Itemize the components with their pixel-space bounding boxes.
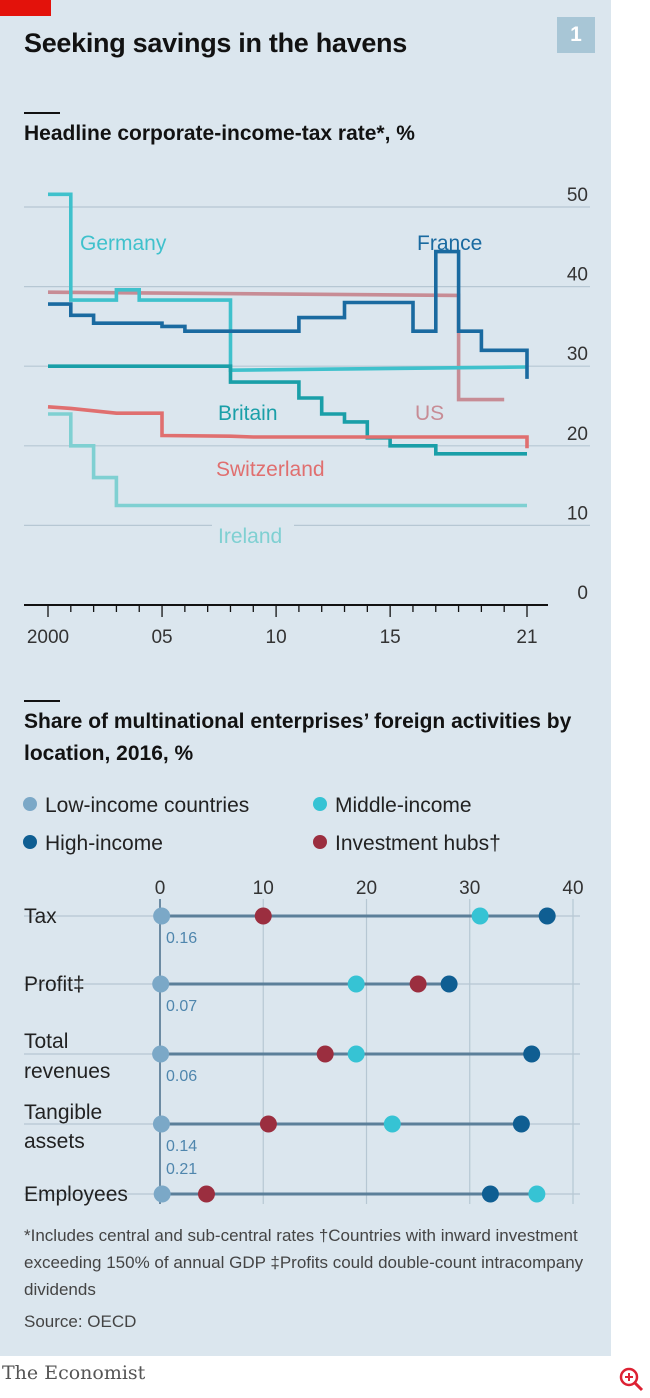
y-tick-label: 0 [577, 583, 588, 604]
activities-dot-chart: Low-income countries Middle-income High-in… [23, 794, 584, 1206]
value-label: 0.16 [166, 930, 197, 947]
series-label-us: US [415, 402, 444, 425]
y-tick-label: 10 [567, 503, 588, 524]
brand-red-tag [0, 0, 51, 16]
x-tick-label: 15 [380, 627, 401, 648]
data-point [481, 1185, 499, 1203]
series-line-germany [48, 192, 528, 373]
data-point [197, 1185, 215, 1203]
dot-chart-title: Share of multinational enterprises’ fore… [24, 710, 572, 765]
data-point [153, 1185, 171, 1203]
x-tick-label: 10 [266, 627, 287, 648]
data-point [259, 1115, 277, 1133]
series-line-ireland [48, 412, 527, 508]
series-line-us [47, 290, 505, 402]
data-point [152, 1115, 170, 1133]
legend-label: Middle-income [335, 794, 472, 817]
tax-rate-line-chart: 0 10 20 30 40 50 2000 05 10 15 21 Germany France Brit… [24, 185, 590, 648]
x-tick-label: 10 [253, 878, 274, 899]
series-line-switzerland [47, 405, 529, 449]
data-point [254, 907, 272, 925]
y-tick-label: 20 [567, 424, 588, 445]
value-label: 0.07 [166, 998, 197, 1015]
value-label: 0.21 [166, 1161, 197, 1178]
legend-label: High-income [45, 832, 163, 855]
chart-number-badge: 1 [557, 17, 595, 53]
category-label: Profit‡ [24, 973, 85, 996]
value-label: 0.14 [166, 1138, 197, 1155]
legend-marker [313, 835, 327, 849]
x-tick-label: 0 [155, 878, 166, 899]
y-tick-label: 30 [567, 344, 588, 365]
data-point [538, 907, 556, 925]
brand-logo: The Economist [2, 1362, 146, 1384]
y-tick-label: 50 [567, 185, 588, 206]
series-line-britain [48, 364, 527, 456]
x-tick-label: 20 [356, 878, 377, 899]
legend-marker [313, 797, 327, 811]
legend-marker [23, 835, 37, 849]
series-label-germany: Germany [80, 232, 167, 255]
category-label: Tax [24, 905, 57, 928]
x-tick-label: 40 [562, 878, 583, 899]
series-line-france [48, 249, 529, 379]
data-point [152, 975, 170, 993]
data-point [153, 907, 171, 925]
series-label-switzerland: Switzerland [216, 458, 325, 481]
source-note: Source: OECD [24, 1312, 137, 1331]
subtitle-rule [24, 112, 60, 114]
data-point [152, 1045, 170, 1063]
category-label: Employees [24, 1183, 128, 1206]
legend-label: Low-income countries [45, 794, 249, 817]
legend-label: Investment hubs† [335, 832, 501, 855]
x-tick-label: 2000 [27, 627, 69, 648]
category-label: Total revenues [24, 1030, 110, 1083]
data-point [383, 1115, 401, 1133]
x-tick-label: 21 [516, 627, 537, 648]
data-point [440, 975, 458, 993]
data-point [512, 1115, 530, 1133]
subtitle-rule [24, 700, 60, 702]
x-tick-label: 05 [151, 627, 172, 648]
data-point [523, 1045, 541, 1063]
x-tick-label: 30 [459, 878, 480, 899]
series-label-france: France [417, 232, 482, 255]
label-background [212, 521, 294, 549]
data-point [316, 1045, 334, 1063]
zoom-in-icon[interactable] [618, 1366, 644, 1392]
line-chart-title: Headline corporate-income-tax rate*, % [24, 122, 415, 145]
value-label: 0.06 [166, 1068, 197, 1085]
footnotes: *Includes central and sub-central rates … [24, 1226, 584, 1299]
legend-marker [23, 797, 37, 811]
page-title: Seeking savings in the havens [24, 28, 407, 58]
data-point [471, 907, 489, 925]
category-label: Tangible assets [24, 1101, 102, 1153]
series-label-ireland: Ireland [218, 525, 282, 548]
data-point [528, 1185, 546, 1203]
data-point [347, 1045, 365, 1063]
y-tick-label: 40 [567, 265, 588, 286]
data-point [409, 975, 427, 993]
series-label-britain: Britain [218, 402, 278, 425]
chart-panel [0, 0, 611, 1356]
data-point [347, 975, 365, 993]
